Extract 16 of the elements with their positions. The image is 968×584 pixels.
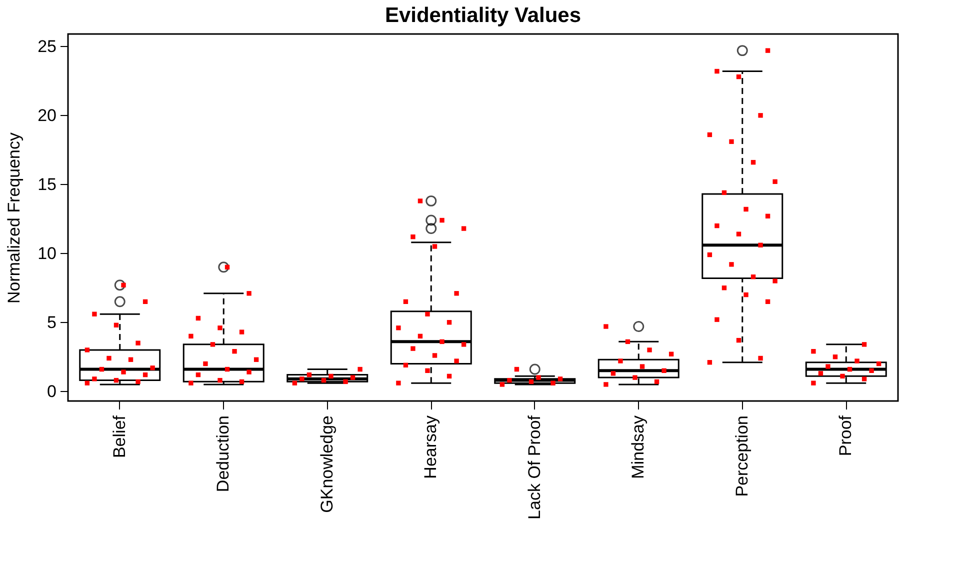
- x-tick-label: Hearsay: [421, 415, 440, 479]
- y-tick-label: 25: [38, 36, 56, 56]
- y-axis-title: Normalized Frequency: [4, 132, 24, 304]
- x-tick-label: Mindsay: [628, 415, 648, 479]
- y-tick-label: 20: [38, 106, 56, 125]
- y-tick-label: 0: [47, 382, 56, 401]
- y-tick-label: 10: [38, 244, 56, 263]
- x-tick-label: Deduction: [214, 416, 233, 492]
- x-tick-label: Proof: [836, 415, 856, 456]
- chart-title: Evidentiality Values: [384, 4, 582, 27]
- x-tick-label: GKnowledge: [317, 416, 336, 513]
- x-tick-label: Lack Of Proof: [524, 415, 544, 520]
- x-tick-label: Belief: [110, 415, 129, 458]
- y-tick-label: 15: [38, 174, 56, 194]
- y-tick-label: 5: [47, 312, 56, 332]
- x-tick-label: Perception: [732, 416, 752, 497]
